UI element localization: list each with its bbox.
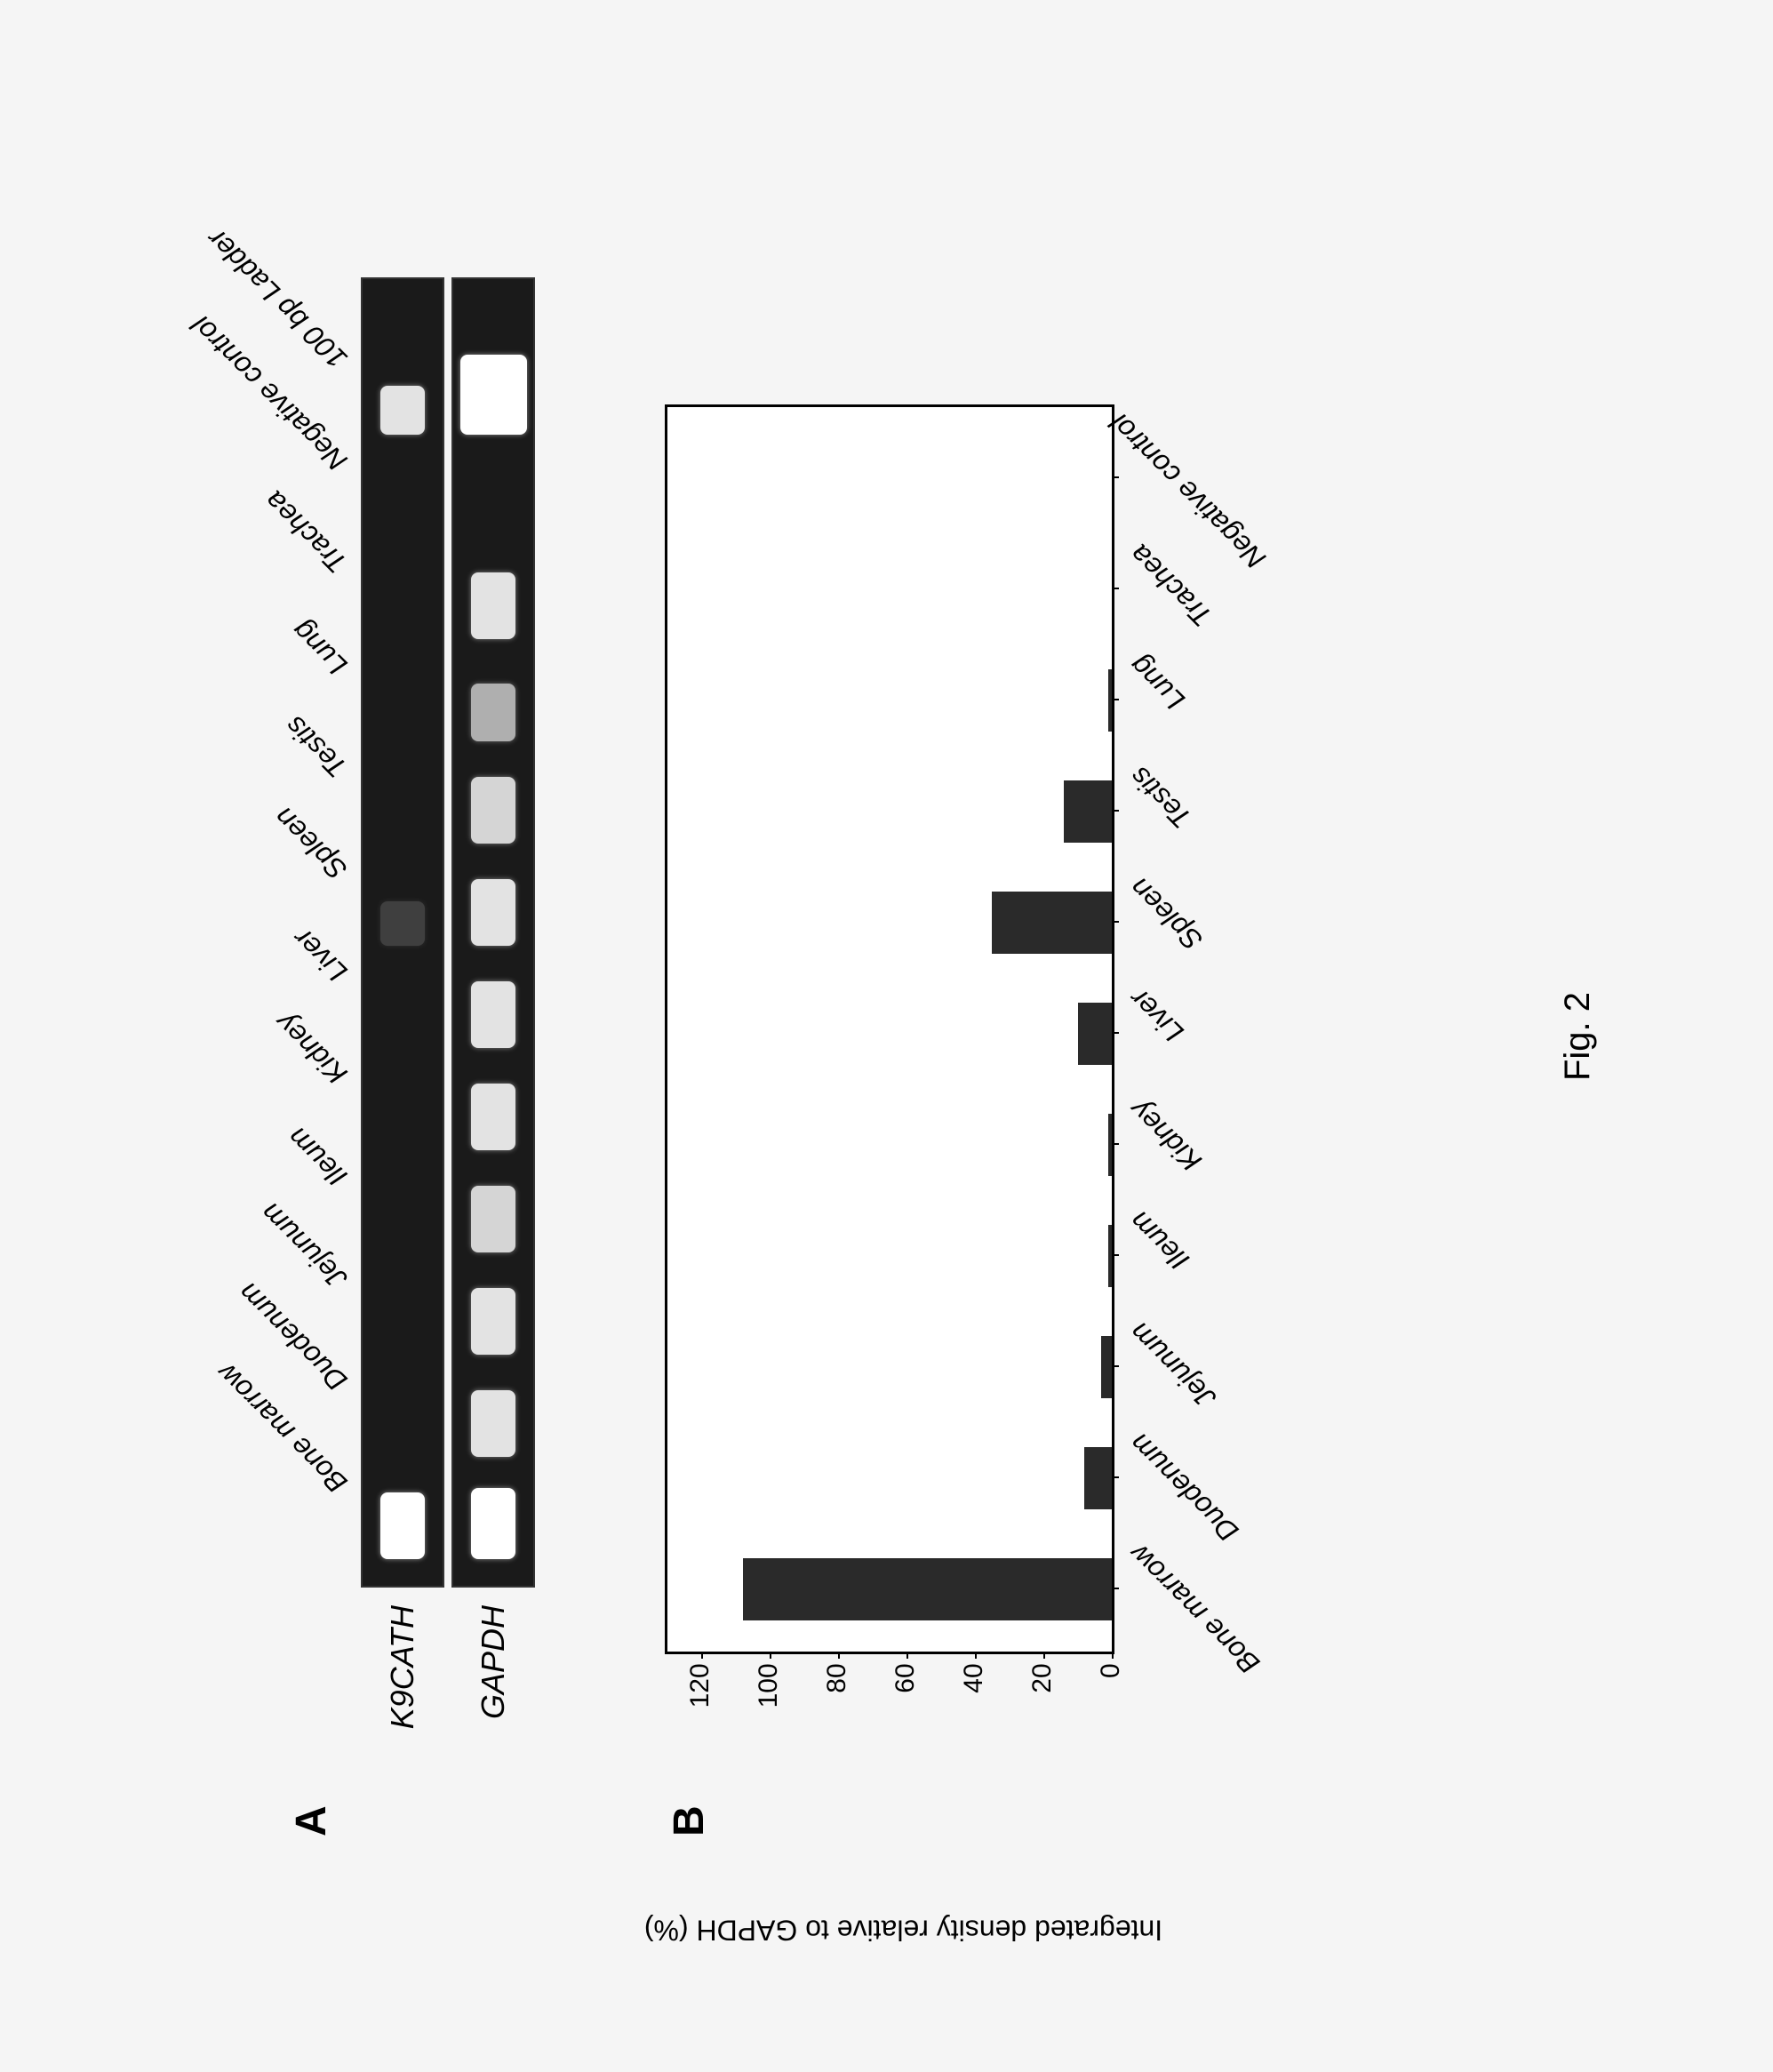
panel-b-label: B [665,1805,1363,1836]
chart-area: 120 100 80 60 40 20 0 Bone marrowDuodenumJejun… [665,404,1363,1734]
bar [1108,669,1112,732]
y-axis-label-text: Integrated density relative to GAPDH (%) [643,1913,1162,1946]
gel-band [471,684,515,741]
lane-label: Kidney [268,1006,353,1091]
gel-rows: K9CATH GAPDH [354,277,535,1836]
lane-label: Jejunum [254,1196,354,1295]
y-tick: 0 [1096,1663,1126,1678]
gel-image [451,277,535,1588]
figure-container: A Bone marrowDuodenumJejunumIleumKidneyL… [87,59,1687,2014]
y-tick: 60 [890,1663,921,1692]
gel-band [460,355,527,435]
gel-band [471,1084,515,1150]
gel-band [471,777,515,844]
y-tick-mark [770,1652,771,1659]
gel-band [471,572,515,639]
gel-row: K9CATH [361,277,444,1836]
bar [1077,1003,1111,1065]
bar [742,1558,1111,1620]
gel-band [471,981,515,1048]
plot-area [665,404,1114,1654]
y-tick: 20 [1027,1663,1058,1692]
bar [1108,1114,1112,1176]
lane-label: Lung [285,613,354,682]
figure-caption: Fig. 2 [1558,991,1598,1080]
bar [992,892,1112,954]
y-tick-mark [906,1652,908,1659]
y-tick: 80 [822,1663,852,1692]
lane-label: Ileum [281,1120,353,1192]
gel-band [380,386,425,435]
panel-a: A Bone marrowDuodenumJejunumIleumKidneyL… [176,277,535,1836]
gel-band [471,1390,515,1457]
y-tick-mark [1043,1652,1045,1659]
bar [1101,1336,1112,1398]
panel-a-label: A [287,1805,336,1836]
gel-band [471,1288,515,1355]
gel-image [361,277,444,1588]
lane-label: Testis [278,709,353,784]
gel-band [380,1492,425,1559]
gel-label: K9CATH [384,1588,421,1836]
bar [1084,1447,1112,1509]
gel-band [471,879,515,946]
y-tick-mark [1112,1652,1114,1659]
gel-band [471,1488,515,1559]
x-labels: Bone marrowDuodenumJejunumIleumKidneyLiv… [1114,404,1363,1654]
lane-label: Trachea [258,484,353,579]
gel-row: GAPDH [451,277,535,1836]
bar [1108,1225,1112,1287]
gel-band [471,1186,515,1252]
y-ticks: 120100806040200 [665,1654,1109,1734]
y-axis-label: Integrated density relative to GAPDH (%) [885,1913,921,1946]
y-tick-mark [701,1652,703,1659]
gel-label: GAPDH [475,1588,512,1836]
y-tick-mark [838,1652,840,1659]
y-tick: 40 [959,1663,989,1692]
y-tick: 120 [685,1663,715,1708]
lane-label: Spleen [268,800,354,886]
panel-b: B Integrated density relative to GAPDH (… [665,404,1363,1836]
y-tick: 100 [754,1663,784,1708]
bar [1064,780,1112,843]
y-tick-mark [975,1652,977,1659]
gel-band [380,901,425,946]
lane-label: Liver [286,922,353,988]
